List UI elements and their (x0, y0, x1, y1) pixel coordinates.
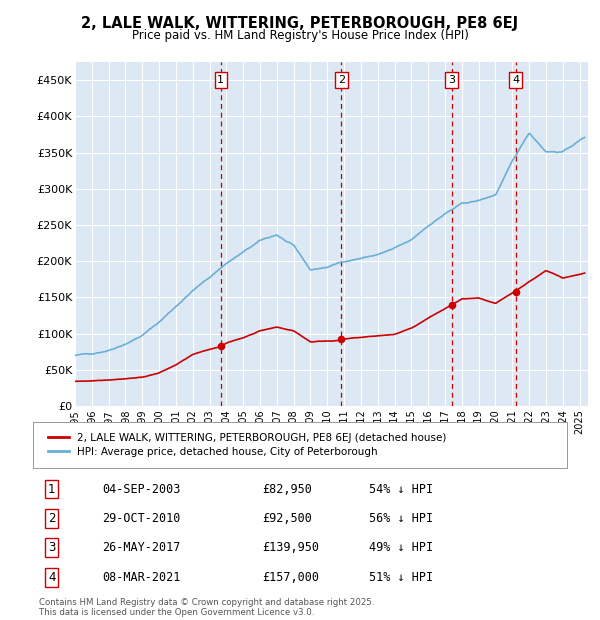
Text: 26-MAY-2017: 26-MAY-2017 (103, 541, 181, 554)
Text: 04-SEP-2003: 04-SEP-2003 (103, 482, 181, 495)
Text: 4: 4 (512, 75, 519, 85)
Text: 3: 3 (448, 75, 455, 85)
Text: 1: 1 (48, 482, 55, 495)
Text: Price paid vs. HM Land Registry's House Price Index (HPI): Price paid vs. HM Land Registry's House … (131, 30, 469, 42)
Text: 2, LALE WALK, WITTERING, PETERBOROUGH, PE8 6EJ: 2, LALE WALK, WITTERING, PETERBOROUGH, P… (82, 16, 518, 31)
Text: £139,950: £139,950 (263, 541, 320, 554)
Text: 49% ↓ HPI: 49% ↓ HPI (370, 541, 434, 554)
Text: 56% ↓ HPI: 56% ↓ HPI (370, 512, 434, 525)
Text: 29-OCT-2010: 29-OCT-2010 (103, 512, 181, 525)
Text: £92,500: £92,500 (263, 512, 313, 525)
Text: 2: 2 (338, 75, 345, 85)
Text: 54% ↓ HPI: 54% ↓ HPI (370, 482, 434, 495)
Text: 3: 3 (48, 541, 55, 554)
Legend: 2, LALE WALK, WITTERING, PETERBOROUGH, PE8 6EJ (detached house), HPI: Average pr: 2, LALE WALK, WITTERING, PETERBOROUGH, P… (44, 428, 451, 461)
Text: 08-MAR-2021: 08-MAR-2021 (103, 571, 181, 584)
Text: Contains HM Land Registry data © Crown copyright and database right 2025.
This d: Contains HM Land Registry data © Crown c… (39, 598, 374, 617)
Text: 1: 1 (217, 75, 224, 85)
Text: 51% ↓ HPI: 51% ↓ HPI (370, 571, 434, 584)
Text: 4: 4 (48, 571, 55, 584)
Text: £82,950: £82,950 (263, 482, 313, 495)
Text: £157,000: £157,000 (263, 571, 320, 584)
Text: 2: 2 (48, 512, 55, 525)
